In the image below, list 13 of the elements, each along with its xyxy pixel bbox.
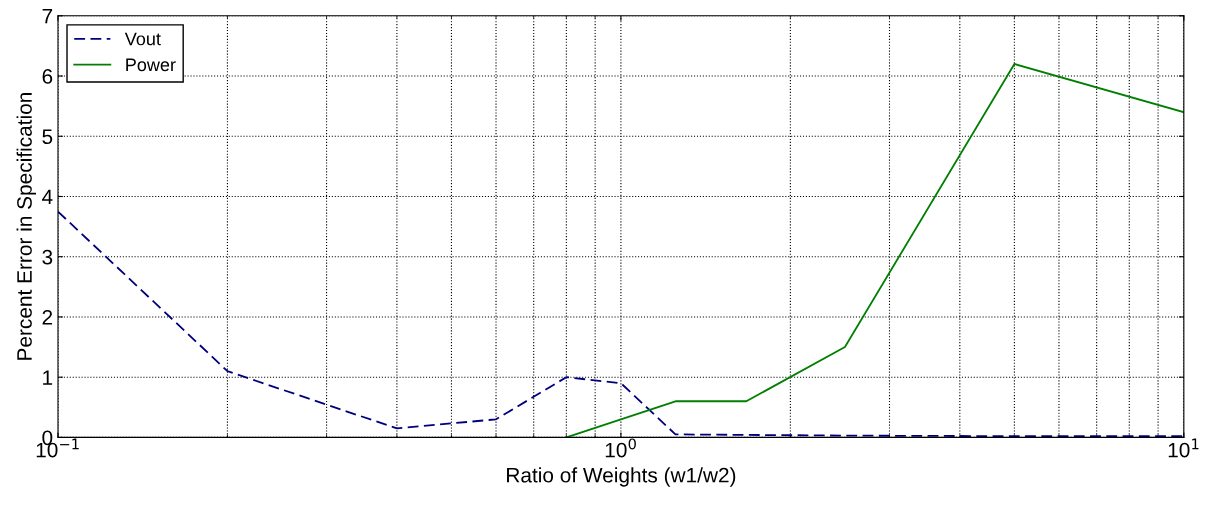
x-tick-label: 10$^{0}$ (605, 438, 636, 458)
x-tick-label: 10$^{1}$ (1168, 438, 1199, 458)
legend-label: Vout (124, 32, 161, 46)
y-tick-label: 2 (42, 309, 53, 325)
y-tick-label: 7 (42, 9, 53, 24)
y-tick-label: 5 (42, 129, 53, 145)
y-axis-title: Percent Error in Specification (16, 93, 36, 360)
y-tick-label: 4 (42, 189, 53, 205)
y-tick-label: 1 (43, 370, 53, 385)
y-tick-label: 3 (42, 249, 53, 265)
x-axis-title: Ratio of Weights (w1/w2) (507, 467, 736, 487)
legend-label: Power (126, 58, 176, 72)
y-tick-label: 6 (42, 69, 53, 84)
